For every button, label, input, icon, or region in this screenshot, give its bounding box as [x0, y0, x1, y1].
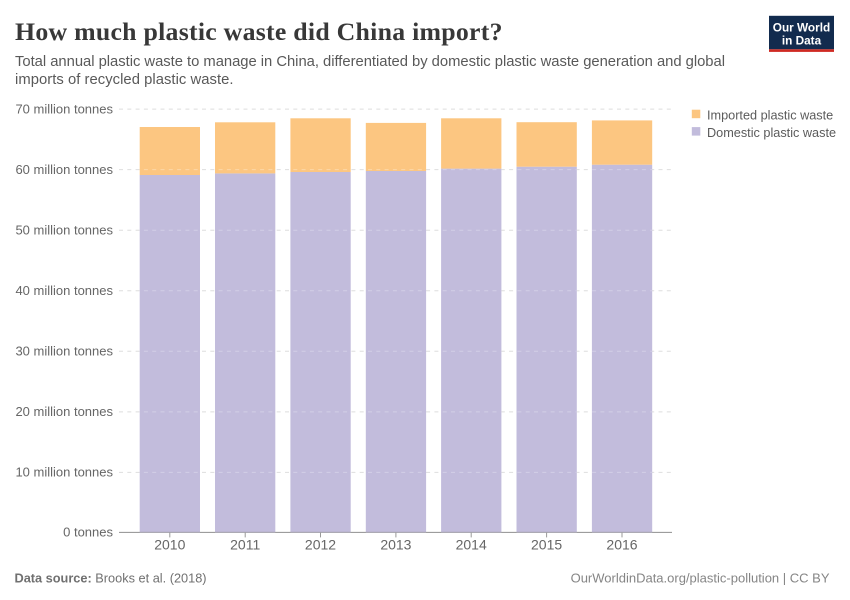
svg-text:50 million tonnes: 50 million tonnes: [15, 222, 113, 237]
svg-text:How much plastic waste did Chi: How much plastic waste did China import?: [15, 17, 503, 46]
svg-text:70 million tonnes: 70 million tonnes: [15, 101, 113, 116]
svg-text:2012: 2012: [305, 537, 336, 553]
svg-text:Data source: Brooks et al. (20: Data source: Brooks et al. (2018): [15, 571, 207, 586]
svg-text:30 million tonnes: 30 million tonnes: [15, 344, 113, 359]
svg-text:2013: 2013: [380, 537, 411, 553]
svg-text:2010: 2010: [154, 537, 185, 553]
svg-text:2011: 2011: [230, 537, 260, 553]
svg-text:20 million tonnes: 20 million tonnes: [15, 404, 113, 419]
svg-text:2016: 2016: [606, 537, 637, 553]
svg-text:Total annual plastic waste to: Total annual plastic waste to manage in …: [15, 54, 725, 70]
svg-text:40 million tonnes: 40 million tonnes: [15, 283, 113, 298]
svg-text:Imported plastic waste: Imported plastic waste: [707, 108, 833, 122]
svg-text:60 million tonnes: 60 million tonnes: [15, 162, 113, 177]
svg-text:in Data: in Data: [782, 33, 822, 47]
svg-text:10 million tonnes: 10 million tonnes: [15, 465, 113, 480]
svg-text:2015: 2015: [531, 537, 562, 553]
svg-text:imports of recycled plastic wa: imports of recycled plastic waste.: [15, 72, 234, 88]
svg-text:2014: 2014: [456, 537, 487, 553]
svg-text:Domestic plastic waste: Domestic plastic waste: [707, 126, 836, 140]
svg-text:0 tonnes: 0 tonnes: [63, 525, 113, 540]
svg-text:OurWorldinData.org/plastic-pol: OurWorldinData.org/plastic-pollution | C…: [571, 571, 830, 586]
svg-text:Our World: Our World: [773, 20, 830, 34]
